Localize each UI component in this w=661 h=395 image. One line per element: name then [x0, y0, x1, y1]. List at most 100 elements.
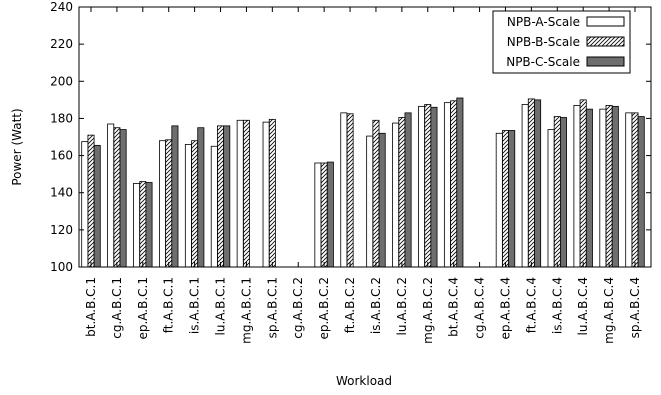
x-tick-label: bt.A.B.C.1: [84, 277, 98, 337]
y-tick-label: 100: [50, 260, 73, 274]
bar-npb-b-scale-cg.A.B.C.1: [113, 127, 121, 268]
x-axis: bt.A.B.C.1 cg.A.B.C.1 ep.A.B.C.1 ft.A.B.C.1…: [84, 7, 642, 344]
bar-npb-c-scale-lu.A.B.C.1: [223, 125, 231, 268]
bar-npb-b-scale-ep.A.B.C.2: [320, 162, 328, 268]
bar-npb-c-scale-ft.A.B.C.1: [171, 125, 179, 268]
bar-npb-c-scale-lu.A.B.C.2: [404, 112, 412, 268]
bar-npb-c-scale-ft.A.B.C.4: [534, 99, 542, 268]
legend-swatch-b: [586, 36, 625, 47]
x-tick-label: mg.A.B.C.1: [239, 277, 253, 344]
bar-npb-b-scale-mg.A.B.C.1: [242, 119, 250, 268]
x-axis-title: Workload: [336, 374, 392, 388]
bar-npb-c-scale-lu.A.B.C.4: [585, 108, 593, 268]
bar-npb-c-scale-ep.A.B.C.4: [508, 130, 516, 268]
x-tick-label: lu.A.B.C.4: [576, 277, 590, 335]
bar-npb-b-scale-lu.A.B.C.1: [217, 125, 225, 268]
y-tick-label: 120: [50, 223, 73, 237]
x-tick-label: is.A.B.C.2: [369, 277, 383, 334]
bar-npb-a-scale-ep.A.B.C.4: [495, 132, 503, 268]
bar-npb-a-scale-ep.A.B.C.1: [133, 183, 141, 268]
bar-npb-a-scale-mg.A.B.C.4: [599, 108, 607, 268]
bar-npb-c-scale-bt.A.B.C.1: [93, 144, 101, 268]
bar-npb-a-scale-is.A.B.C.2: [366, 135, 374, 268]
x-tick-label: ft.A.B.C.2: [343, 277, 357, 333]
bar-npb-b-scale-ep.A.B.C.1: [139, 181, 147, 268]
bar-npb-c-scale-mg.A.B.C.4: [611, 105, 619, 268]
legend-label-c: NPB-C-Scale: [506, 55, 580, 69]
bar-npb-b-scale-ft.A.B.C.4: [527, 98, 535, 268]
bar-npb-a-scale-sp.A.B.C.4: [625, 112, 633, 268]
legend-label-b: NPB-B-Scale: [507, 35, 580, 49]
bar-npb-a-scale-bt.A.B.C.1: [81, 141, 89, 268]
x-tick-label: sp.A.B.C.1: [265, 277, 279, 338]
x-tick-label: is.A.B.C.1: [188, 277, 202, 334]
bar-npb-a-scale-ft.A.B.C.2: [340, 112, 348, 268]
y-tick-label: 160: [50, 149, 73, 163]
bar-npb-a-scale-mg.A.B.C.2: [418, 105, 426, 268]
bar-npb-c-scale-is.A.B.C.2: [378, 132, 386, 268]
bar-npb-b-scale-sp.A.B.C.1: [268, 118, 276, 268]
bar-npb-b-scale-ep.A.B.C.4: [501, 130, 509, 268]
bar-npb-a-scale-sp.A.B.C.1: [262, 121, 270, 268]
bar-npb-a-scale-mg.A.B.C.1: [236, 119, 244, 268]
x-tick-label: ep.A.B.C.4: [498, 277, 512, 340]
y-axis-title: Power (Watt): [10, 108, 24, 185]
bar-npb-b-scale-sp.A.B.C.4: [631, 112, 639, 268]
bar-npb-a-scale-ft.A.B.C.1: [159, 140, 167, 268]
bar-npb-b-scale-ft.A.B.C.1: [165, 139, 173, 268]
plot-frame: [78, 6, 652, 268]
bar-npb-b-scale-is.A.B.C.2: [372, 119, 380, 268]
x-tick-label: mg.A.B.C.2: [421, 277, 435, 344]
bar-npb-a-scale-is.A.B.C.4: [547, 129, 555, 268]
x-tick-label: ft.A.B.C.1: [162, 277, 176, 333]
y-tick-label: 240: [50, 0, 73, 14]
bar-npb-b-scale-ft.A.B.C.2: [346, 113, 354, 268]
bar-npb-c-scale-sp.A.B.C.4: [637, 116, 645, 268]
x-tick-label: sp.A.B.C.4: [628, 277, 642, 338]
bar-npb-c-scale-ep.A.B.C.1: [145, 182, 153, 268]
bar-npb-a-scale-ep.A.B.C.2: [314, 162, 322, 268]
bar-npb-b-scale-mg.A.B.C.2: [424, 104, 432, 268]
bar-npb-c-scale-bt.A.B.C.4: [456, 97, 464, 268]
bar-npb-c-scale-mg.A.B.C.2: [430, 106, 438, 268]
bar-npb-b-scale-is.A.B.C.4: [553, 116, 561, 268]
legend: NPB-A-Scale NPB-B-Scale NPB-C-Scale: [492, 10, 631, 74]
bar-npb-a-scale-bt.A.B.C.4: [443, 102, 451, 268]
bar-npb-b-scale-bt.A.B.C.1: [87, 134, 95, 268]
bar-npb-c-scale-is.A.B.C.1: [197, 127, 205, 268]
plot-area: [78, 6, 652, 268]
x-tick-label: ep.A.B.C.2: [317, 277, 331, 340]
y-tick-label: 200: [50, 74, 73, 88]
y-tick-label: 180: [50, 111, 73, 125]
bar-npb-a-scale-ft.A.B.C.4: [521, 104, 529, 268]
x-tick-label: ep.A.B.C.1: [136, 277, 150, 340]
bar-npb-a-scale-lu.A.B.C.1: [210, 145, 218, 268]
bar-npb-a-scale-cg.A.B.C.1: [107, 123, 115, 268]
x-tick-label: lu.A.B.C.2: [395, 277, 409, 335]
bar-npb-a-scale-is.A.B.C.1: [184, 144, 192, 268]
bar-npb-b-scale-lu.A.B.C.2: [398, 117, 406, 268]
x-tick-label: cg.A.B.C.1: [110, 277, 124, 339]
bar-npb-a-scale-lu.A.B.C.2: [392, 122, 400, 268]
y-tick-label: 220: [50, 37, 73, 51]
x-tick-label: ft.A.B.C.4: [524, 277, 538, 333]
legend-swatch-a: [586, 16, 625, 27]
legend-swatch-c: [586, 56, 625, 67]
x-tick-label: is.A.B.C.4: [550, 277, 564, 334]
x-tick-label: cg.A.B.C.2: [291, 277, 305, 339]
x-tick-label: bt.A.B.C.4: [447, 277, 461, 337]
bar-npb-b-scale-mg.A.B.C.4: [605, 105, 613, 268]
y-tick-label: 140: [50, 186, 73, 200]
x-tick-label: cg.A.B.C.4: [473, 277, 487, 339]
bar-npb-b-scale-bt.A.B.C.4: [450, 100, 458, 268]
x-tick-label: mg.A.B.C.4: [602, 277, 616, 344]
bar-npb-c-scale-cg.A.B.C.1: [119, 129, 127, 268]
bar-npb-b-scale-is.A.B.C.1: [191, 140, 199, 268]
bar-npb-c-scale-is.A.B.C.4: [559, 117, 567, 268]
bar-npb-c-scale-ep.A.B.C.2: [326, 161, 334, 268]
legend-label-a: NPB-A-Scale: [507, 15, 580, 29]
y-axis: 100 120 140 160 180 200 220 240: [50, 0, 651, 274]
bar-npb-b-scale-lu.A.B.C.4: [579, 99, 587, 268]
bar-npb-a-scale-lu.A.B.C.4: [573, 105, 581, 268]
